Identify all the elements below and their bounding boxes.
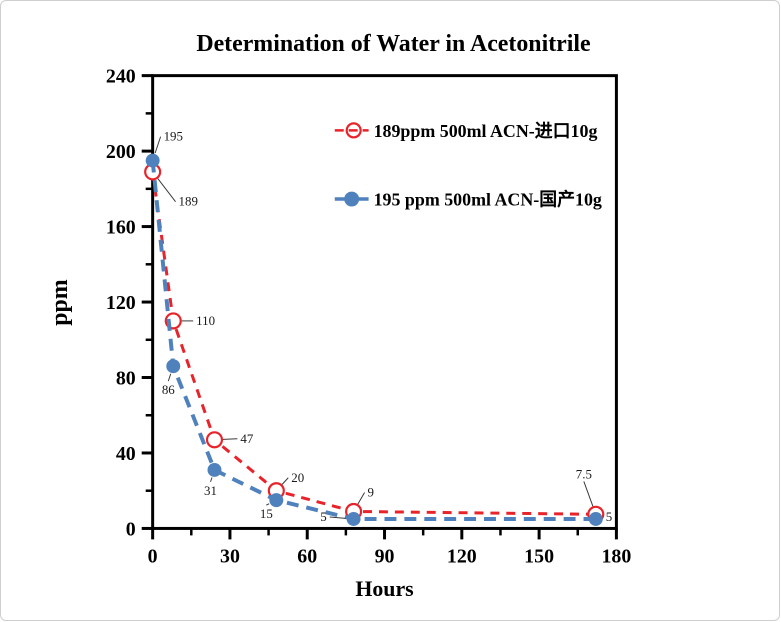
data-series — [144, 153, 605, 526]
x-tick-label: 60 — [297, 545, 317, 567]
x-tick-label: 120 — [447, 545, 477, 567]
legend-entry-label: 195 ppm 500ml ACN-国产10g — [374, 189, 602, 210]
legend-open-circle-marker — [345, 122, 362, 139]
label-leader-line — [281, 477, 289, 485]
y-tick-label: 120 — [106, 292, 136, 314]
data-point-marker — [207, 462, 222, 477]
legend-filled-circle-marker — [344, 191, 360, 207]
label-leader-line — [210, 477, 213, 483]
label-leader-line — [154, 136, 162, 154]
point-labels: 189 110 47 20 9 7.5 195 86 31 15 5 5 — [154, 129, 612, 524]
y-tick-label: 200 — [106, 141, 136, 163]
point-value-label: 47 — [240, 431, 253, 446]
x-tick-label: 180 — [601, 545, 631, 567]
plot-border — [151, 74, 618, 530]
point-value-label: 86 — [162, 382, 175, 397]
label-leader-line — [357, 492, 365, 505]
label-leader-line — [222, 438, 238, 440]
data-point-marker — [588, 512, 603, 526]
point-value-label: 195 — [164, 129, 183, 144]
point-value-label: 20 — [291, 470, 304, 485]
point-value-label: 189 — [179, 194, 198, 209]
chart-title: Determination of Water in Acetonitrile — [196, 31, 590, 57]
point-value-label: 31 — [204, 483, 217, 498]
y-tick-label: 160 — [106, 217, 136, 239]
y-axis-title: ppm — [47, 279, 73, 326]
plot-frame — [151, 74, 618, 530]
x-tick-label: 0 — [148, 545, 158, 567]
x-axis-title: Hours — [355, 576, 413, 601]
label-leader-line — [266, 503, 270, 506]
data-point-marker — [145, 153, 160, 168]
label-leader-line — [167, 373, 172, 382]
point-value-label: 9 — [368, 485, 374, 500]
y-tick-label: 0 — [126, 518, 136, 540]
point-value-label: 15 — [260, 506, 273, 521]
label-leader-line — [157, 178, 176, 203]
data-point-marker — [269, 493, 284, 508]
axis-ticks: 0 40 80 120 160 200 240 0 30 60 90 120 150 180 — [106, 66, 631, 568]
point-value-label: 5 — [320, 509, 326, 524]
point-value-label: 110 — [196, 313, 215, 328]
chart-legend: 189ppm 500ml ACN-进口10g 195 ppm 500ml ACN-… — [334, 121, 602, 210]
data-point-marker — [346, 512, 361, 526]
y-tick-label: 80 — [116, 367, 136, 389]
data-point-marker — [166, 359, 181, 374]
point-value-label: 7.5 — [576, 466, 592, 481]
y-tick-label: 40 — [116, 443, 136, 465]
series-line-1 — [150, 160, 596, 522]
y-tick-label: 240 — [106, 66, 136, 88]
point-value-label: 5 — [606, 509, 612, 524]
x-tick-label: 150 — [524, 545, 554, 567]
x-tick-label: 90 — [375, 545, 395, 567]
series-line-0 — [151, 171, 596, 516]
data-point-marker — [205, 431, 224, 449]
label-leader-line — [583, 481, 594, 507]
label-leader-line — [329, 516, 346, 519]
legend-entry-label: 189ppm 500ml ACN-进口10g — [374, 121, 598, 141]
x-tick-label: 30 — [220, 545, 240, 567]
